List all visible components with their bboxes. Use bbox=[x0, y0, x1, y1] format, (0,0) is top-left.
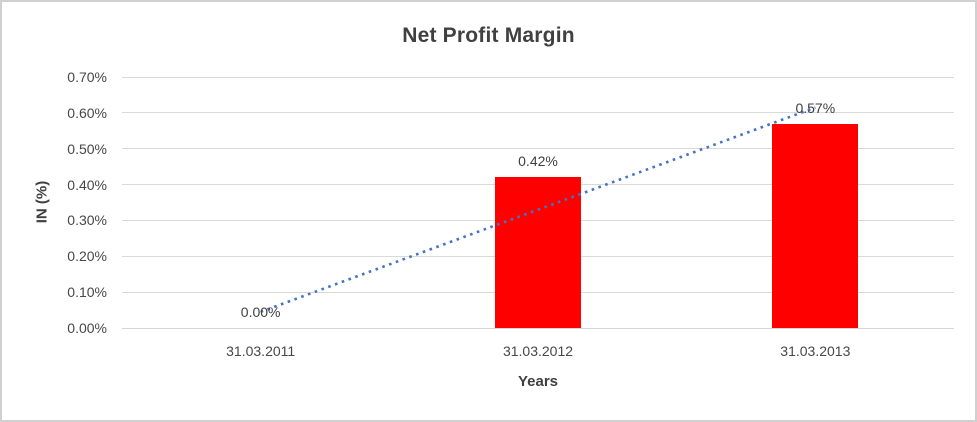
bar bbox=[772, 123, 859, 328]
y-tick-label: 0.60% bbox=[67, 104, 107, 121]
x-category-label: 31.03.2013 bbox=[780, 343, 851, 359]
y-tick-label: 0.70% bbox=[67, 69, 107, 85]
y-tick-label: 0.10% bbox=[67, 284, 107, 301]
y-tick-label: 0.20% bbox=[67, 248, 107, 265]
y-tick-label: 0.50% bbox=[67, 140, 107, 157]
x-category-label: 31.03.2011 bbox=[226, 343, 296, 359]
x-category-label: 31.03.2012 bbox=[502, 343, 574, 359]
plot-gridline bbox=[122, 76, 954, 78]
x-axis-line bbox=[122, 327, 954, 329]
bar-value-label: 0.00% bbox=[240, 304, 281, 320]
x-axis-title: Years bbox=[517, 373, 559, 390]
bar bbox=[495, 177, 581, 328]
chart-title: Net Profit Margin bbox=[402, 24, 575, 47]
y-tick-label: 0.30% bbox=[67, 212, 107, 229]
bar-value-label: 0.42% bbox=[518, 153, 558, 170]
plot-gridline bbox=[122, 112, 954, 114]
bar-value-label: 0.57% bbox=[795, 99, 836, 116]
y-tick-label: 0.40% bbox=[67, 176, 107, 193]
y-tick-label: 0.00% bbox=[67, 320, 107, 336]
plot-gridline bbox=[122, 148, 954, 150]
